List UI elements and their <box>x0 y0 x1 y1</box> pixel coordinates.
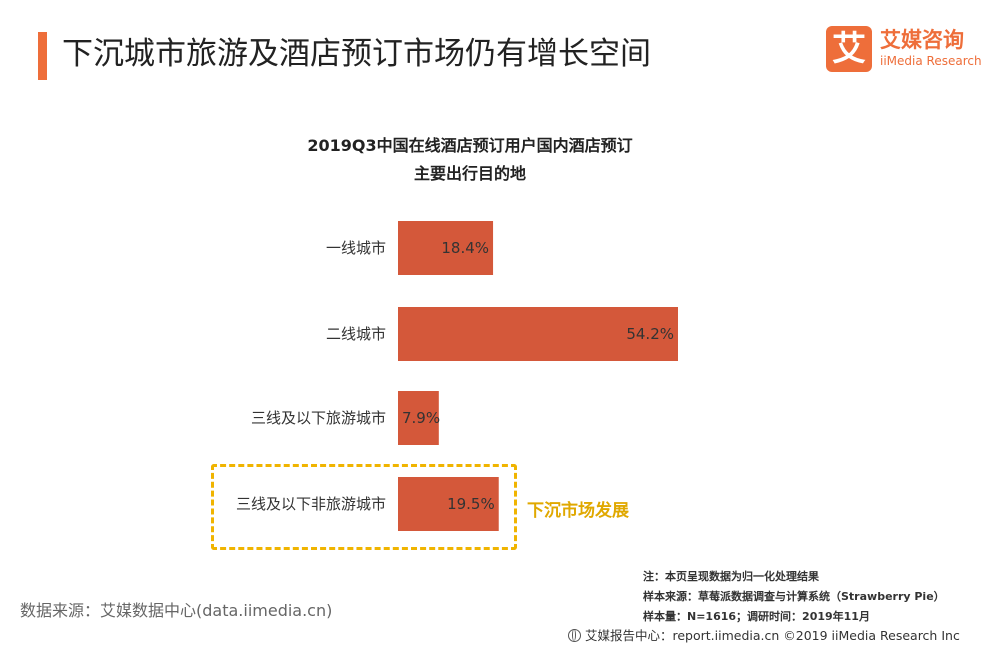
logo-mark-icon: 艾 <box>826 26 872 72</box>
highlight-dashed-box <box>211 464 517 550</box>
category-label: 一线城市 <box>326 239 386 257</box>
note-sample-size: 样本量：N=1616；调研时间：2019年11月 <box>643 610 870 623</box>
footer-text: 艾媒报告中心：report.iimedia.cn ©2019 iiMedia R… <box>585 628 960 643</box>
data-source: 数据来源：艾媒数据中心(data.iimedia.cn) <box>20 601 333 620</box>
category-label: 二线城市 <box>326 325 386 343</box>
page-title: 下沉城市旅游及酒店预订市场仍有增长空间 <box>62 36 651 72</box>
data-label: 18.4% <box>441 239 489 257</box>
chart-title: 2019Q3中国在线酒店预订用户国内酒店预订 主要出行目的地 <box>200 132 740 188</box>
logo-name-en: iiMedia Research <box>880 54 982 68</box>
data-label: 19.5% <box>447 495 495 513</box>
note-sample-source: 样本来源：草莓派数据调查与计算系统（Strawberry Pie） <box>643 590 945 603</box>
bar <box>398 391 439 445</box>
title-accent-bar <box>38 32 47 80</box>
chart-title-line-1: 2019Q3中国在线酒店预订用户国内酒店预订 <box>307 136 633 155</box>
note-normalization: 注：本页呈现数据为归一化处理结果 <box>643 570 819 583</box>
chart-title-line-2: 主要出行目的地 <box>413 164 526 183</box>
data-label: 54.2% <box>626 325 674 343</box>
bar <box>398 221 494 275</box>
category-label: 三线及以下非旅游城市 <box>236 495 386 513</box>
bar <box>398 477 499 531</box>
data-label: 7.9% <box>402 409 440 427</box>
category-label: 三线及以下旅游城市 <box>251 409 386 427</box>
iimedia-logo: 艾 艾媒咨询 iiMedia Research <box>826 26 982 76</box>
notes: 注：本页呈现数据为归一化处理结果 样本来源：草莓派数据调查与计算系统（Straw… <box>643 567 945 627</box>
logo-name-cn: 艾媒咨询 <box>880 28 964 52</box>
footer: 艾媒报告中心：report.iimedia.cn ©2019 iiMedia R… <box>568 625 960 644</box>
highlight-label: 下沉市场发展 <box>527 501 629 521</box>
globe-icon <box>568 629 581 642</box>
bar <box>398 307 678 361</box>
